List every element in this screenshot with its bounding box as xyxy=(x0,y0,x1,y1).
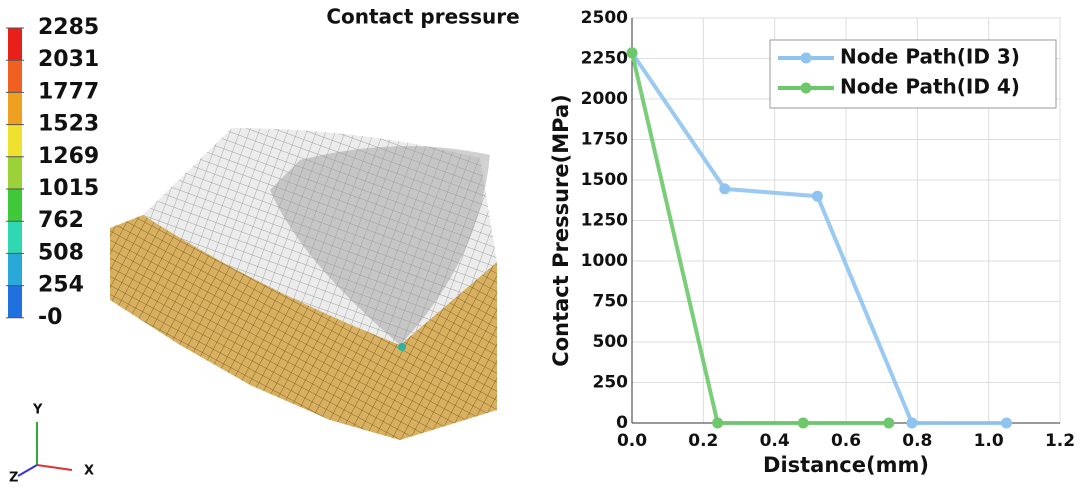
y-tick-label: 2250 xyxy=(581,49,628,69)
triad xyxy=(17,422,73,477)
model-top-face xyxy=(143,128,497,345)
model-side-face xyxy=(400,262,497,440)
legend-swatch xyxy=(8,253,22,286)
model-front-face xyxy=(110,215,400,440)
legend-label: 2031 xyxy=(38,47,99,72)
y-tick-label: 1750 xyxy=(581,130,628,150)
legend-label: 1523 xyxy=(38,112,99,137)
data-point xyxy=(797,417,809,429)
triad-x xyxy=(36,464,73,471)
y-tick-label: 2500 xyxy=(581,8,628,28)
x-tick-label: 0.6 xyxy=(831,431,861,451)
legend-swatch xyxy=(8,156,22,189)
x-tick-label: 0.2 xyxy=(688,431,718,451)
legend-label: Node Path(ID 3) xyxy=(840,45,1020,69)
triad-label: X xyxy=(84,464,94,479)
data-point xyxy=(712,417,724,429)
y-tick-label: 1500 xyxy=(581,170,628,190)
legend-swatch xyxy=(8,92,22,125)
legend-swatch xyxy=(8,124,22,157)
legend-box xyxy=(769,39,1057,109)
y-tick-label: 250 xyxy=(593,373,629,393)
x-tick-label: 1.0 xyxy=(974,431,1004,451)
legend-label: -0 xyxy=(38,305,62,330)
legend-label: 1015 xyxy=(38,176,99,201)
x-axis-label: Distance(mm) xyxy=(763,453,929,477)
legend-marker xyxy=(800,52,812,64)
model xyxy=(110,128,497,440)
legend-marker xyxy=(800,82,812,94)
y-tick-label: 1250 xyxy=(581,211,628,231)
y-tick-label: 0 xyxy=(616,413,628,433)
x-tick-label: 1.2 xyxy=(1045,431,1075,451)
data-point xyxy=(906,417,918,429)
viewport-title: Contact pressure xyxy=(326,5,519,29)
triad-label: Z xyxy=(9,471,18,486)
y-axis-label: Contact Pressure(MPa) xyxy=(549,94,573,366)
legend-label: 762 xyxy=(38,208,84,233)
data-point xyxy=(626,47,638,59)
y-tick-label: 2000 xyxy=(581,89,628,109)
legend-swatch xyxy=(8,221,22,254)
legend-label: 254 xyxy=(38,273,84,298)
data-point xyxy=(1001,417,1012,429)
legend-label: 508 xyxy=(38,240,84,265)
legend-label: Node Path(ID 4) xyxy=(840,75,1020,99)
x-tick-label: 0.4 xyxy=(760,431,790,451)
x-tick-label: 0.0 xyxy=(617,431,647,451)
series-line xyxy=(630,52,889,425)
triad-label: Y xyxy=(32,403,43,418)
legend-swatch xyxy=(8,28,22,61)
y-tick-label: 1000 xyxy=(581,251,628,271)
y-tick-label: 500 xyxy=(593,332,629,352)
indenter xyxy=(270,146,490,345)
x-tick-label: 0.8 xyxy=(902,431,932,451)
y-tick-label: 750 xyxy=(593,292,629,312)
data-point xyxy=(883,417,895,429)
legend-swatch xyxy=(8,285,22,318)
legend-label: 1269 xyxy=(38,144,99,169)
triad-z xyxy=(17,464,38,477)
data-point xyxy=(719,183,731,195)
contact-spot xyxy=(398,343,406,351)
data-point xyxy=(811,190,823,202)
legend-label: 2285 xyxy=(38,15,99,40)
legend-swatch xyxy=(8,60,22,93)
legend-swatch xyxy=(8,189,22,222)
legend-label: 1777 xyxy=(38,79,99,104)
